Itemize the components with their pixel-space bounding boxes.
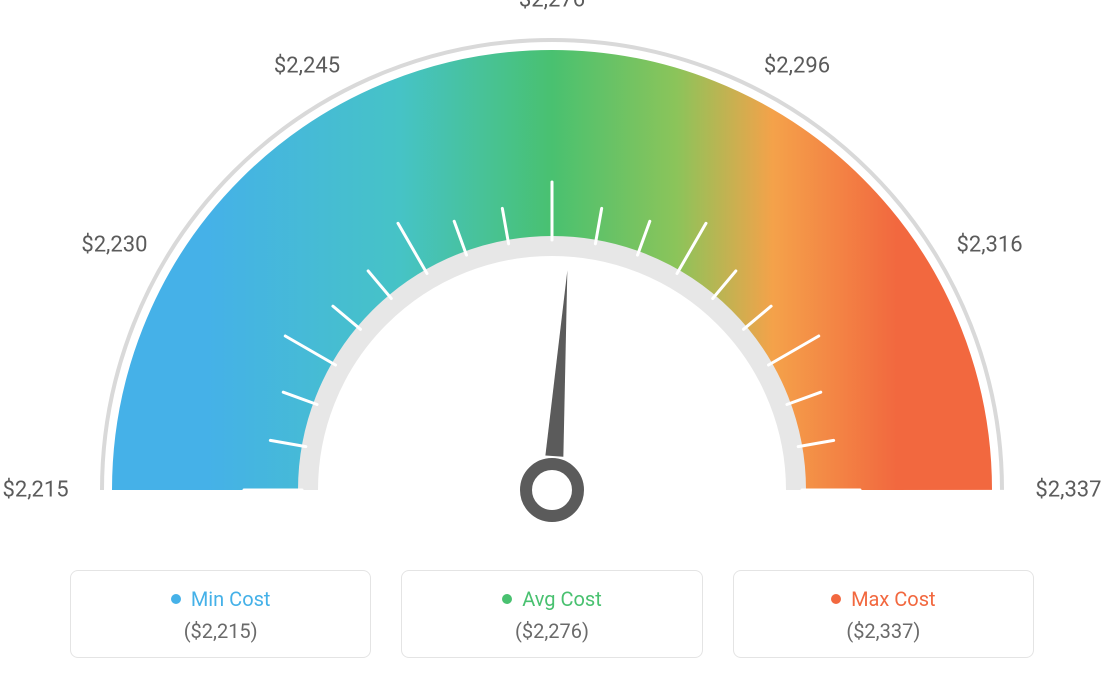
legend-dot-icon — [171, 594, 181, 604]
legend-title-text: Max Cost — [851, 587, 936, 611]
legend-card: Max Cost ($2,337) — [733, 570, 1034, 658]
legend-title: Max Cost — [831, 587, 936, 611]
gauge-scale-label: $2,276 — [519, 0, 585, 13]
legend-dot-icon — [831, 594, 841, 604]
legend-dot-icon — [502, 594, 512, 604]
legend-title: Min Cost — [171, 587, 271, 611]
gauge-scale-label: $2,245 — [274, 53, 340, 78]
legend-title: Avg Cost — [502, 587, 602, 611]
gauge-chart: $2,215 $2,230 $2,245 $2,276 $2,296 $2,316 $2,3… — [0, 0, 1104, 540]
legend-title-text: Min Cost — [191, 587, 271, 611]
gauge-scale-label: $2,316 — [956, 233, 1022, 258]
gauge-scale-label: $2,230 — [81, 233, 147, 258]
legend-card: Min Cost ($2,215) — [70, 570, 371, 658]
legend-value: ($2,337) — [744, 619, 1023, 643]
legend-row: Min Cost ($2,215) Avg Cost ($2,276) Max Cost… — [0, 570, 1104, 658]
gauge-scale-label: $2,296 — [764, 53, 830, 78]
gauge-scale-label: $2,215 — [2, 478, 68, 503]
gauge-svg — [0, 0, 1104, 540]
gauge-scale-label: $2,337 — [1035, 478, 1101, 503]
legend-value: ($2,276) — [412, 619, 691, 643]
legend-value: ($2,215) — [81, 619, 360, 643]
legend-card: Avg Cost ($2,276) — [401, 570, 702, 658]
legend-title-text: Avg Cost — [522, 587, 602, 611]
